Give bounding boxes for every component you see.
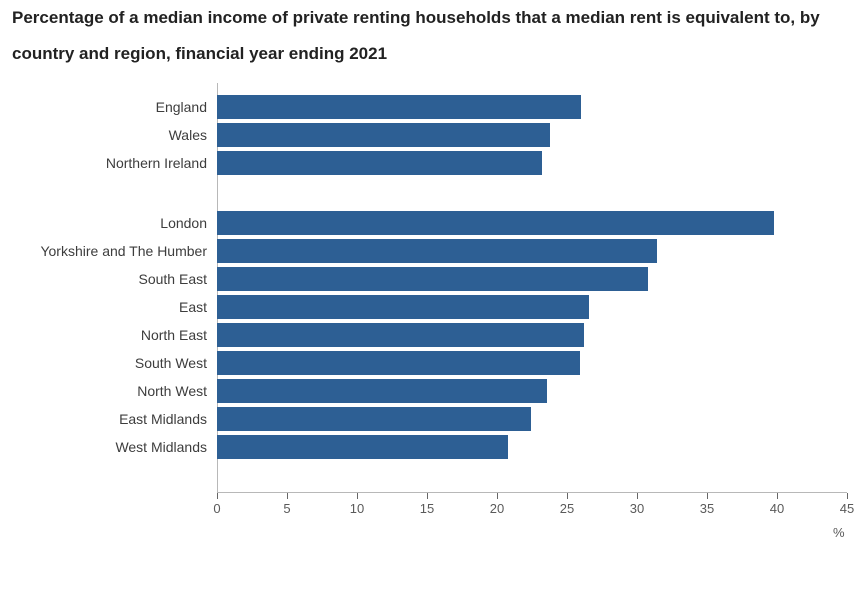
bar-row: North East — [217, 321, 847, 349]
x-tick-mark — [777, 493, 778, 499]
bar-row: East — [217, 293, 847, 321]
bar-row: Wales — [217, 121, 847, 149]
x-tick-mark — [637, 493, 638, 499]
bar-label: East Midlands — [119, 411, 217, 427]
bar-label: North West — [137, 383, 217, 399]
x-tick-mark — [217, 493, 218, 499]
x-tick-mark — [287, 493, 288, 499]
x-tick-label: 35 — [700, 501, 714, 516]
bar-row: London — [217, 209, 847, 237]
x-tick-label: 20 — [490, 501, 504, 516]
bar-fill — [217, 407, 531, 431]
bar-fill — [217, 435, 508, 459]
bar-fill — [217, 351, 580, 375]
x-tick-mark — [357, 493, 358, 499]
x-tick-label: 15 — [420, 501, 434, 516]
bar-label: North East — [141, 327, 217, 343]
x-tick-mark — [707, 493, 708, 499]
bar-row: Yorkshire and The Humber — [217, 237, 847, 265]
x-tick-label: 30 — [630, 501, 644, 516]
x-tick-mark — [427, 493, 428, 499]
bar-fill — [217, 267, 648, 291]
chart-title: Percentage of a median income of private… — [12, 0, 849, 71]
bar-label: London — [160, 215, 217, 231]
bar-label: West Midlands — [115, 439, 217, 455]
bar-label: Wales — [169, 127, 217, 143]
bar-row: West Midlands — [217, 433, 847, 461]
bar-row: Northern Ireland — [217, 149, 847, 177]
bar-label: South East — [139, 271, 218, 287]
bar-label: South West — [135, 355, 217, 371]
bar-label: Yorkshire and The Humber — [40, 243, 217, 259]
bar-label: East — [179, 299, 217, 315]
bar-row: North West — [217, 377, 847, 405]
x-tick-label: 5 — [283, 501, 290, 516]
bar-fill — [217, 95, 581, 119]
x-axis-title: % — [833, 525, 845, 540]
bar-fill — [217, 211, 774, 235]
bar-row: South West — [217, 349, 847, 377]
x-tick-label: 0 — [213, 501, 220, 516]
x-tick-label: 40 — [770, 501, 784, 516]
bar-fill — [217, 295, 589, 319]
x-tick-label: 25 — [560, 501, 574, 516]
bar-fill — [217, 123, 550, 147]
bar-fill — [217, 323, 584, 347]
bar-row: East Midlands — [217, 405, 847, 433]
x-tick-mark — [497, 493, 498, 499]
bar-label: Northern Ireland — [106, 155, 217, 171]
x-tick-label: 10 — [350, 501, 364, 516]
bar-fill — [217, 239, 657, 263]
bar-row: England — [217, 93, 847, 121]
x-tick-mark — [567, 493, 568, 499]
x-tick-label: 45 — [840, 501, 854, 516]
x-tick-mark — [847, 493, 848, 499]
bar-fill — [217, 379, 547, 403]
bar-label: England — [156, 99, 217, 115]
bar-fill — [217, 151, 542, 175]
bar-row: South East — [217, 265, 847, 293]
chart-area: 051015202530354045 EnglandWalesNorthern … — [12, 83, 849, 553]
